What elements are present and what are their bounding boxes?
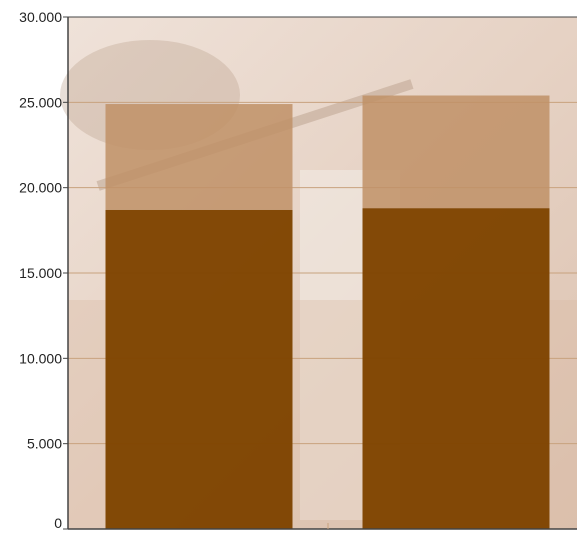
bar-0-segment-1 [106,104,293,210]
y-tick-label: 15.000 [19,265,62,281]
bar-1-segment-1 [363,96,550,209]
bar-0-segment-0 [106,210,293,529]
y-tick-label: 10.000 [19,350,62,366]
y-tick-label: 25.000 [19,94,62,110]
y-tick-label: 30.000 [19,9,62,25]
y-tick-label: 20.000 [19,180,62,196]
y-tick-label: 5.000 [27,436,62,452]
y-tick-labels: 0 5.000 10.000 15.000 20.000 25.000 30.000 [19,9,62,531]
y-tick-label: 0 [54,515,62,531]
bar-1-segment-0 [363,208,550,529]
